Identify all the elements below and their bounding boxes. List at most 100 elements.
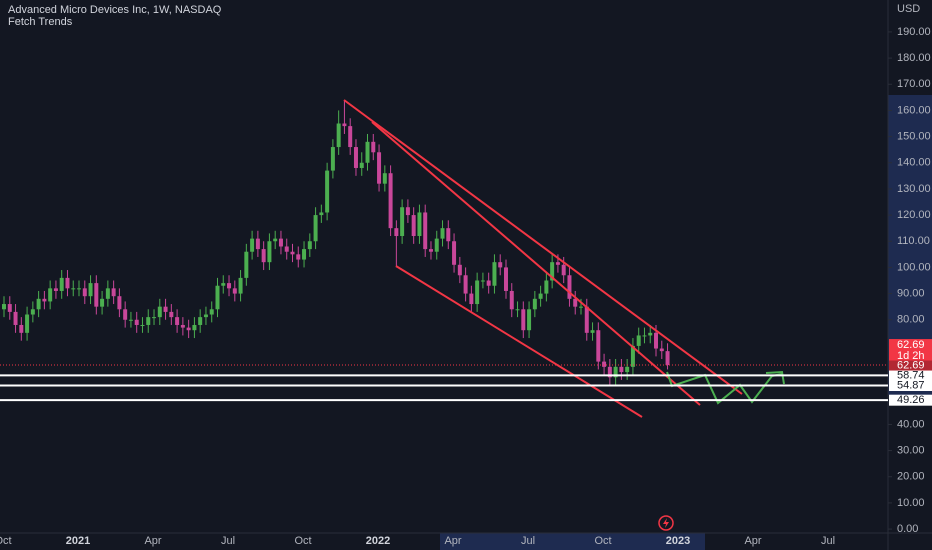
candle-body (313, 215, 318, 242)
candle-body (446, 228, 451, 242)
candle-body (555, 262, 560, 265)
candle-body (163, 306, 168, 312)
candle-body (238, 277, 243, 294)
trend-line (395, 265, 643, 418)
candle-body (411, 215, 416, 237)
date-range-highlight (440, 533, 705, 550)
currency: USD (897, 3, 920, 15)
candle-body (377, 152, 382, 184)
plot-area (2, 31, 892, 530)
candle-body (186, 327, 191, 331)
candle-body (400, 207, 405, 237)
x-tick-label: Jul (821, 535, 835, 547)
candle-body (59, 277, 64, 291)
candle-body (486, 280, 491, 286)
y-tick-label: 20.00 (897, 471, 925, 483)
x-tick-label: Oct (0, 535, 12, 547)
candle-body (394, 228, 399, 237)
candle-body (296, 254, 301, 260)
candle-body (30, 309, 35, 315)
price-label: 54.87 (897, 379, 925, 391)
candle-body (7, 304, 12, 312)
candle-body (607, 366, 612, 378)
candle-body (53, 288, 58, 291)
candle-body (330, 147, 335, 171)
candle-body (100, 298, 105, 307)
candle-body (405, 207, 410, 216)
candle-body (48, 288, 53, 302)
y-tick-label: 160.00 (897, 104, 931, 116)
candle-body (596, 330, 601, 362)
candle-body (140, 324, 145, 326)
candle-body (492, 262, 497, 286)
candle-body (203, 314, 208, 318)
candle-body (209, 309, 214, 315)
candle-body (648, 332, 653, 336)
candle-body (175, 317, 180, 325)
indicator-name: Fetch Trends (8, 16, 73, 28)
y-tick-label: 30.00 (897, 444, 925, 456)
candle-body (521, 309, 526, 331)
candle-body (417, 212, 422, 237)
trend-line (343, 99, 743, 395)
x-tick-label: 2023 (666, 535, 690, 547)
price-label-box (889, 380, 932, 392)
candle-body (325, 170, 330, 213)
candle-body (215, 285, 220, 310)
x-tick-label: Apr (144, 535, 161, 547)
y-tick-label: 100.00 (897, 261, 931, 273)
y-tick-label: 130.00 (897, 183, 931, 195)
price-label: 62.69 (897, 339, 925, 351)
candle-body (665, 351, 670, 366)
y-tick-label: 190.00 (897, 26, 931, 38)
candle-body (382, 173, 387, 184)
candle-body (579, 306, 583, 308)
candle-body (65, 277, 70, 289)
candle-body (515, 309, 520, 311)
candle-body (527, 309, 532, 331)
candle-body (503, 267, 508, 291)
y-tick-label: 110.00 (897, 235, 930, 247)
candle-body (567, 275, 572, 299)
y-tick-label: 150.00 (897, 130, 931, 142)
candle-body (625, 366, 630, 373)
candle-body (463, 275, 468, 294)
y-tick-label: 120.00 (897, 209, 931, 221)
candle-body (198, 317, 203, 325)
candle-body (428, 249, 433, 252)
countdown: 1d 2h (897, 350, 925, 362)
y-tick-label: 10.00 (897, 497, 925, 509)
candle-body (307, 241, 312, 250)
price-label: 62.69 (897, 359, 925, 371)
candle-body (469, 293, 474, 305)
candle-body (42, 298, 47, 302)
candle-body (302, 249, 307, 260)
x-tick-label: Oct (294, 535, 311, 547)
x-tick-label: 2021 (66, 535, 90, 547)
candle-body (365, 141, 370, 163)
x-tick-label: Jul (221, 535, 235, 547)
candle-body (77, 288, 82, 290)
candle-body (221, 283, 226, 286)
candle-body (584, 306, 589, 333)
candle-body (457, 264, 462, 276)
projection-arrow (765, 370, 785, 385)
candle-body (602, 361, 607, 367)
candle-body (2, 304, 6, 310)
x-tick-label: Apr (744, 535, 761, 547)
candle-body (36, 298, 41, 310)
candle-body (388, 173, 393, 229)
y-tick-label: 140.00 (897, 157, 931, 169)
candle-body (573, 298, 578, 307)
candle-body (232, 288, 237, 294)
candle-body (544, 280, 549, 294)
candle-body (261, 249, 266, 263)
price-label-box (889, 369, 932, 381)
x-tick-label: Apr (444, 535, 461, 547)
y-tick-label: 0.00 (897, 523, 918, 535)
icon[interactable] (658, 515, 674, 531)
y-tick-label: 40.00 (897, 418, 925, 430)
candle-body (423, 212, 428, 250)
candle-body (169, 311, 174, 318)
